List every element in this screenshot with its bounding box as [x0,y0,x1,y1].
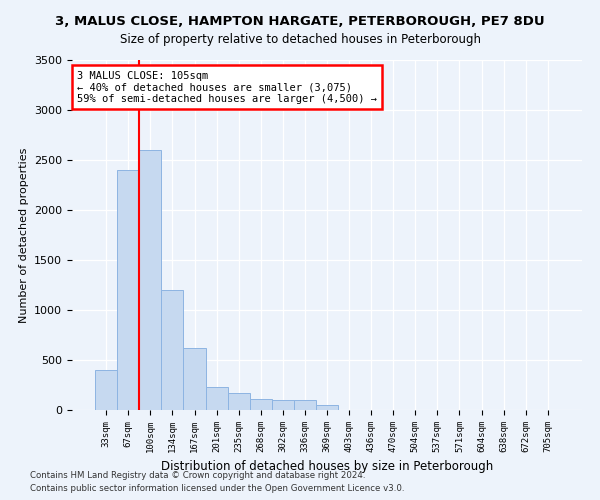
Bar [272,400,294,410]
Bar [316,405,338,410]
X-axis label: Distribution of detached houses by size in Peterborough: Distribution of detached houses by size … [161,460,493,473]
Text: Contains HM Land Registry data © Crown copyright and database right 2024.: Contains HM Land Registry data © Crown c… [30,470,365,480]
Bar [184,348,206,410]
Bar [250,399,272,410]
Text: 3 MALUS CLOSE: 105sqm
← 40% of detached houses are smaller (3,075)
59% of semi-d: 3 MALUS CLOSE: 105sqm ← 40% of detached … [77,70,377,104]
Text: Contains public sector information licensed under the Open Government Licence v3: Contains public sector information licen… [30,484,404,493]
Bar [95,370,117,410]
Bar [161,290,184,410]
Text: Size of property relative to detached houses in Peterborough: Size of property relative to detached ho… [119,32,481,46]
Bar [294,400,316,410]
Y-axis label: Number of detached properties: Number of detached properties [19,148,29,322]
Bar [139,150,161,410]
Bar [227,393,250,410]
Bar [206,387,227,410]
Text: 3, MALUS CLOSE, HAMPTON HARGATE, PETERBOROUGH, PE7 8DU: 3, MALUS CLOSE, HAMPTON HARGATE, PETERBO… [55,15,545,28]
Bar [117,170,139,410]
